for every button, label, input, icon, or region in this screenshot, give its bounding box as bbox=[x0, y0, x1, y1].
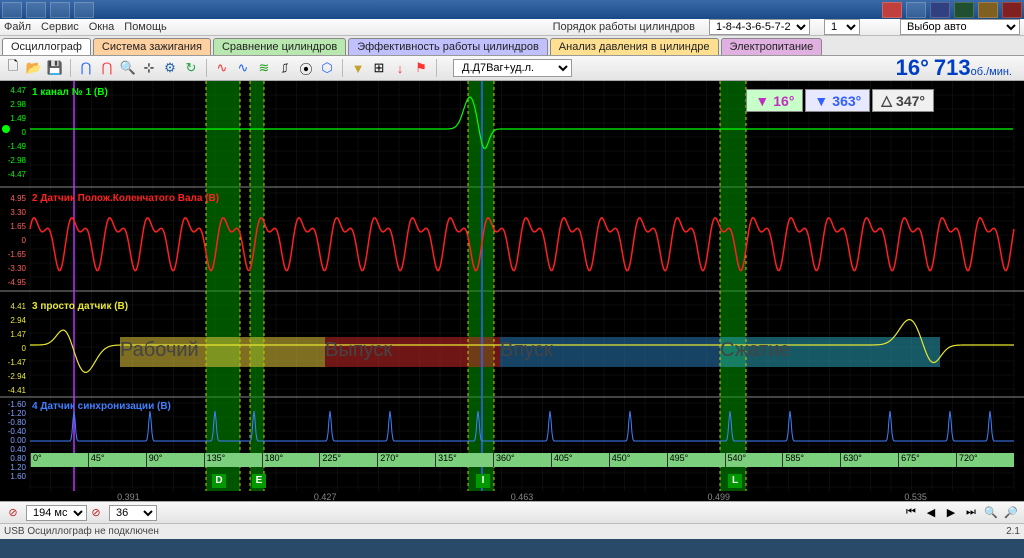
channel-label: 1 канал № 1 (В) bbox=[32, 87, 108, 98]
rec-icon[interactable]: ⊘ bbox=[4, 504, 22, 522]
phase-marker: E bbox=[252, 474, 266, 488]
titlebar-icon bbox=[74, 2, 94, 18]
rec2-icon[interactable]: ⊘ bbox=[87, 504, 105, 522]
separator bbox=[70, 59, 71, 77]
new-icon[interactable]: 🗋 bbox=[4, 59, 22, 77]
channel-label: 4 Датчик синхронизации (В) bbox=[32, 401, 171, 412]
titlebar-icon bbox=[26, 2, 46, 18]
filter-icon[interactable]: ▼ bbox=[349, 59, 367, 77]
flag-icon[interactable]: ⚑ bbox=[412, 59, 430, 77]
status-bar: USB Осциллограф не подключен 2.1 bbox=[0, 523, 1024, 539]
window-titlebar bbox=[0, 0, 1024, 19]
sync-icon[interactable]: ↻ bbox=[182, 59, 200, 77]
zoomout-icon[interactable]: 🔎 bbox=[1002, 504, 1020, 522]
firing-order-select[interactable]: 1-8-4-3-6-5-7-2 bbox=[709, 19, 810, 35]
gear-icon[interactable]: ⚙ bbox=[161, 59, 179, 77]
tab-Система зажигания[interactable]: Система зажигания bbox=[93, 38, 211, 55]
menu-service[interactable]: Сервис bbox=[41, 21, 79, 33]
channel-label: 2 Датчик Полож.Коленчатого Вала (В) bbox=[32, 193, 219, 204]
phase-marker: I bbox=[476, 474, 490, 488]
cyl-num-select[interactable]: 1 bbox=[824, 19, 860, 35]
signal-select[interactable]: Д.Д7Ваг+уд.л. bbox=[453, 59, 572, 77]
n-select[interactable]: 36 bbox=[109, 505, 157, 521]
ch2-icon[interactable]: ⋂ bbox=[98, 59, 116, 77]
firing-order-label: Порядок работы цилиндров bbox=[553, 21, 695, 33]
menu-help[interactable]: Помощь bbox=[124, 21, 167, 33]
separator bbox=[342, 59, 343, 77]
next-icon[interactable]: ⏭ bbox=[962, 504, 980, 522]
cursor-icon[interactable]: ⊹ bbox=[140, 59, 158, 77]
zoom-tool-icon[interactable]: 🔍 bbox=[119, 59, 137, 77]
phase-markers: DEIL bbox=[30, 474, 1014, 488]
tool6-icon[interactable]: ⬡ bbox=[318, 59, 336, 77]
cursor-readout: ▼16° ▼363° △347° bbox=[746, 89, 934, 112]
multi-icon[interactable]: ≋ bbox=[255, 59, 273, 77]
phase-marker: L bbox=[728, 474, 742, 488]
timebase-select[interactable]: 194 мс bbox=[26, 505, 87, 521]
separator bbox=[436, 59, 437, 77]
first-icon[interactable]: ⏮ bbox=[902, 504, 920, 522]
zoomin-icon[interactable]: 🔍 bbox=[982, 504, 1000, 522]
play-icon[interactable]: ▶ bbox=[942, 504, 960, 522]
tab-Эффективность работы цилиндров[interactable]: Эффективность работы цилиндров bbox=[348, 38, 548, 55]
version-text: 2.1 bbox=[1006, 526, 1020, 537]
time-scale: 0.3910.4270.4630.4990.535 bbox=[30, 492, 1014, 502]
channel-label: 3 просто датчик (В) bbox=[32, 301, 128, 312]
tab-Осциллограф[interactable]: Осциллограф bbox=[2, 38, 91, 55]
titlebar-icon bbox=[1002, 2, 1022, 18]
open-icon[interactable]: 📂 bbox=[25, 59, 43, 77]
tool5-icon[interactable]: ⦿ bbox=[297, 59, 315, 77]
wave-icon[interactable]: ∿ bbox=[213, 59, 231, 77]
cursor1-icon: ▼ bbox=[755, 93, 769, 109]
tool4-icon[interactable]: ⎎ bbox=[276, 59, 294, 77]
titlebar-icon bbox=[906, 2, 926, 18]
grid-icon[interactable]: ⊞ bbox=[370, 59, 388, 77]
titlebar-icon bbox=[882, 2, 902, 18]
titlebar-icon bbox=[978, 2, 998, 18]
wave2-icon[interactable]: ∿ bbox=[234, 59, 252, 77]
rpm-display: 16° 713об./мин. bbox=[896, 55, 1020, 81]
degree-scale: 0°45°90°135°180°225°270°315°360°405°450°… bbox=[30, 453, 1014, 467]
titlebar-icon bbox=[930, 2, 950, 18]
titlebar-icon bbox=[954, 2, 974, 18]
titlebar-icon bbox=[2, 2, 22, 18]
auto-select[interactable]: Выбор авто bbox=[900, 19, 1020, 35]
tabs-bar: ОсциллографСистема зажиганияСравнение ци… bbox=[0, 36, 1024, 56]
menu-file[interactable]: Файл bbox=[4, 21, 31, 33]
toolbar: 🗋 📂 💾 ⋂ ⋂ 🔍 ⊹ ⚙ ↻ ∿ ∿ ≋ ⎎ ⦿ ⬡ ▼ ⊞ ↓ ⚑ Д.… bbox=[0, 56, 1024, 81]
save-icon[interactable]: 💾 bbox=[46, 59, 64, 77]
phase-marker: D bbox=[212, 474, 226, 488]
tab-Электропитание[interactable]: Электропитание bbox=[721, 38, 823, 55]
marker-icon[interactable]: ↓ bbox=[391, 59, 409, 77]
tab-Анализ давления в цилиндре[interactable]: Анализ давления в цилиндре bbox=[550, 38, 719, 55]
bottom-toolbar: ⊘ 194 мс ⊘ 36 ⏮ ◀ ▶ ⏭ 🔍 🔎 bbox=[0, 501, 1024, 523]
prev-icon[interactable]: ◀ bbox=[922, 504, 940, 522]
delta-icon: △ bbox=[881, 92, 892, 109]
oscilloscope-area[interactable]: 4.472.981.490-1.49-2.98-4.474.953.301.65… bbox=[0, 81, 1024, 501]
tab-Сравнение цилиндров[interactable]: Сравнение цилиндров bbox=[213, 38, 346, 55]
menu-windows[interactable]: Окна bbox=[89, 21, 115, 33]
menu-bar: Файл Сервис Окна Помощь Порядок работы ц… bbox=[0, 19, 1024, 36]
separator bbox=[206, 59, 207, 77]
ch1-icon[interactable]: ⋂ bbox=[77, 59, 95, 77]
cursor2-icon: ▼ bbox=[814, 93, 828, 109]
titlebar-icon bbox=[50, 2, 70, 18]
status-text: USB Осциллограф не подключен bbox=[4, 526, 159, 537]
